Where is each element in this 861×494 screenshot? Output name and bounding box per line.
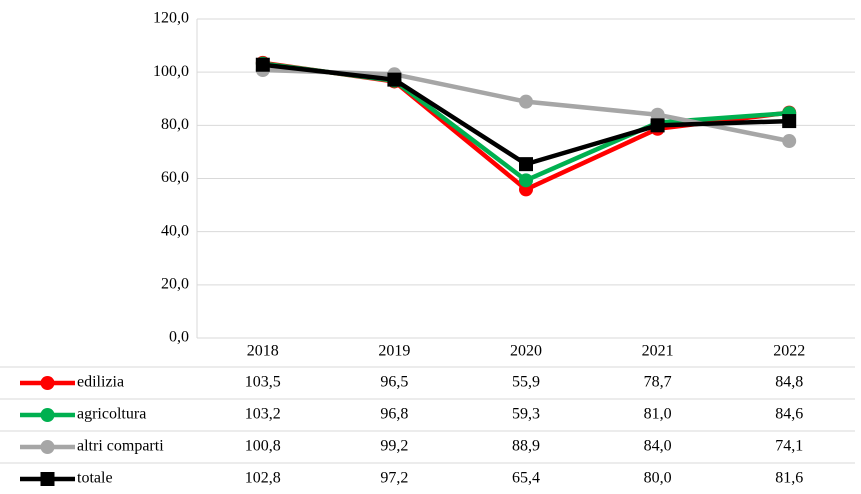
table-value: 88,9	[512, 438, 540, 455]
data-point	[387, 72, 402, 87]
table-value: 65,4	[512, 470, 540, 487]
y-tick-label: 80,0	[161, 116, 189, 133]
legend-label: agricoltura	[77, 406, 146, 423]
data-point	[782, 114, 797, 129]
y-tick-label: 0,0	[169, 329, 189, 346]
series-line	[262, 62, 790, 167]
data-point	[519, 94, 533, 109]
legend-marker	[40, 472, 55, 486]
table-value: 96,5	[380, 374, 408, 391]
x-tick-label: 2019	[378, 343, 410, 360]
y-tick-label: 60,0	[161, 169, 189, 186]
x-tick-label: 2020	[510, 343, 542, 360]
table-value: 74,1	[775, 438, 803, 455]
table-value: 80,0	[644, 470, 672, 487]
y-tick-label: 40,0	[161, 222, 189, 239]
data-point	[650, 118, 665, 133]
table-value: 103,5	[245, 374, 281, 391]
x-tick-label: 2022	[773, 343, 805, 360]
legend-marker	[40, 408, 55, 422]
y-tick-label: 20,0	[161, 276, 189, 293]
data-point	[782, 134, 797, 149]
table-value: 55,9	[512, 374, 540, 391]
table-value: 78,7	[644, 374, 672, 391]
data-point	[519, 157, 533, 172]
table-value: 99,2	[380, 438, 408, 455]
legend-marker	[40, 440, 55, 454]
table-value: 81,6	[775, 470, 803, 487]
data-point	[255, 57, 270, 72]
legend-label: altri comparti	[77, 438, 164, 455]
table-value: 84,8	[775, 374, 803, 391]
table-value: 100,8	[245, 438, 281, 455]
table-value: 81,0	[644, 406, 672, 423]
y-tick-label: 120,0	[153, 10, 189, 27]
data-point	[650, 107, 665, 122]
table-value: 84,0	[644, 438, 672, 455]
table-value: 59,3	[512, 406, 540, 423]
x-tick-label: 2021	[642, 343, 674, 360]
y-tick-label: 100,0	[153, 63, 189, 80]
table-value: 103,2	[245, 406, 281, 423]
x-tick-label: 2018	[247, 343, 279, 360]
table-value: 97,2	[380, 470, 408, 487]
table-value: 96,8	[380, 406, 408, 423]
table-value: 102,8	[245, 470, 281, 487]
legend-label: totale	[77, 470, 113, 487]
table-value: 84,6	[775, 406, 803, 423]
data-point	[519, 173, 533, 188]
legend-label: edilizia	[77, 374, 124, 391]
legend-marker	[40, 376, 55, 390]
